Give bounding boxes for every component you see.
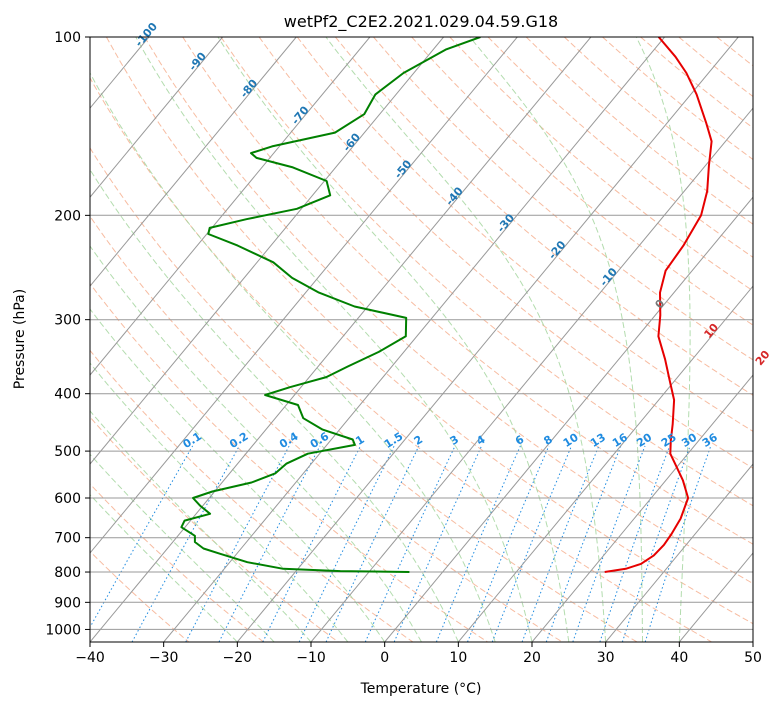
isotherm-line	[90, 37, 592, 642]
x-tick-label: 50	[744, 650, 762, 666]
moist-adiabat-line	[325, 37, 607, 642]
y-tick-label: 700	[54, 531, 81, 547]
y-tick-label: 500	[54, 444, 81, 460]
mixing-ratio-line	[262, 445, 361, 642]
isotherm-line	[236, 37, 739, 642]
isotherm-line	[90, 37, 518, 554]
chart-title: wetPf2_C2E2.2021.029.04.59.G18	[284, 12, 558, 32]
dry-adiabat-line	[90, 76, 712, 642]
dry-adiabat-line	[296, 37, 753, 432]
dry-adiabat-line	[258, 37, 753, 469]
moist-adiabat-line	[90, 362, 349, 642]
y-tick-label: 900	[54, 595, 81, 611]
x-tick-label: −40	[75, 650, 105, 666]
x-axis-label: Temperature (°C)	[360, 681, 482, 697]
plot-frame	[89, 36, 754, 643]
dry-adiabat-line	[755, 37, 775, 642]
mixing-ratio-line	[599, 445, 671, 642]
background-lines	[90, 37, 775, 642]
dry-adiabat-line	[90, 282, 488, 642]
x-tick-label: 20	[523, 650, 541, 666]
mixing-ratio-line	[298, 445, 395, 642]
isotherm-line	[90, 37, 371, 376]
x-tick-label: 10	[449, 650, 467, 666]
mixing-ratio-line	[435, 445, 521, 642]
isotherm-line	[605, 463, 753, 642]
moist-adiabat-line	[90, 168, 459, 642]
dry-adiabat-line	[105, 37, 753, 625]
isotherm-line	[531, 374, 753, 642]
dry-adiabat-line	[90, 416, 339, 642]
x-axis: −40 −30 −20 −10 0 10 20 30 40 50	[75, 642, 762, 666]
dry-adiabat-line	[373, 37, 753, 361]
isotherm-line	[384, 196, 753, 642]
y-tick-label: 800	[54, 565, 81, 581]
y-tick-label: 600	[54, 491, 81, 507]
y-tick-label: 200	[54, 208, 81, 224]
moist-adiabat-line	[635, 37, 691, 642]
x-tick-label: −30	[149, 650, 179, 666]
mixing-ratio-line	[545, 445, 622, 642]
moist-adiabat-line	[469, 37, 643, 642]
mixing-ratio-line	[325, 445, 420, 642]
moist-adiabat-line	[90, 245, 422, 642]
plot-background	[90, 37, 753, 642]
x-tick-label: −10	[296, 650, 326, 666]
y-tick-label: 100	[54, 30, 81, 46]
mixing-ratio-line	[644, 445, 712, 642]
series-layer	[180, 37, 713, 573]
x-tick-label: 30	[597, 650, 615, 666]
dry-adiabat-line	[90, 550, 190, 642]
x-tick-label: 40	[670, 650, 688, 666]
dewpoint-line	[180, 37, 481, 573]
dry-adiabat-line	[411, 37, 753, 326]
dry-adiabat-line	[90, 147, 638, 642]
moist-adiabat-line	[90, 453, 275, 642]
dry-adiabat-line	[449, 37, 753, 292]
moist-adiabat-line	[217, 37, 570, 642]
moist-adiabat-line	[90, 71, 496, 642]
isotherm-line	[90, 37, 223, 198]
y-tick-label: 400	[54, 387, 81, 403]
isotherm-line	[457, 285, 753, 642]
isotherm-line	[752, 641, 753, 642]
x-tick-label: 0	[380, 650, 389, 666]
temperature-line	[604, 37, 713, 573]
isotherm-line	[310, 107, 753, 642]
dry-adiabat-line	[90, 349, 414, 642]
dry-adiabat-line	[90, 483, 264, 642]
x-tick-label: −20	[223, 650, 253, 666]
y-axis: 100 200 300 400 500 600 700 800 900 1000	[45, 30, 90, 638]
mixing-ratio-line	[521, 445, 600, 642]
moist-adiabat-line	[135, 37, 533, 642]
mixing-ratio-line	[621, 445, 691, 642]
isotherm-line	[90, 37, 444, 465]
isotherm-label: 20	[753, 348, 773, 368]
isotherm-line	[163, 37, 665, 642]
dry-adiabat-line	[144, 37, 753, 585]
mixing-ratio-line	[572, 445, 646, 642]
grid	[0, 37, 753, 642]
dry-adiabat-line	[90, 215, 563, 642]
isotherm-line	[90, 37, 297, 287]
mixing-ratio-line	[393, 445, 483, 642]
dry-adiabat-line	[335, 37, 753, 396]
isotherm-line	[0, 37, 2, 642]
y-tick-label: 300	[54, 313, 81, 329]
dry-adiabat-line	[220, 37, 753, 507]
y-axis-label: Pressure (hPa)	[12, 289, 28, 389]
y-tick-label: 1000	[45, 622, 81, 638]
